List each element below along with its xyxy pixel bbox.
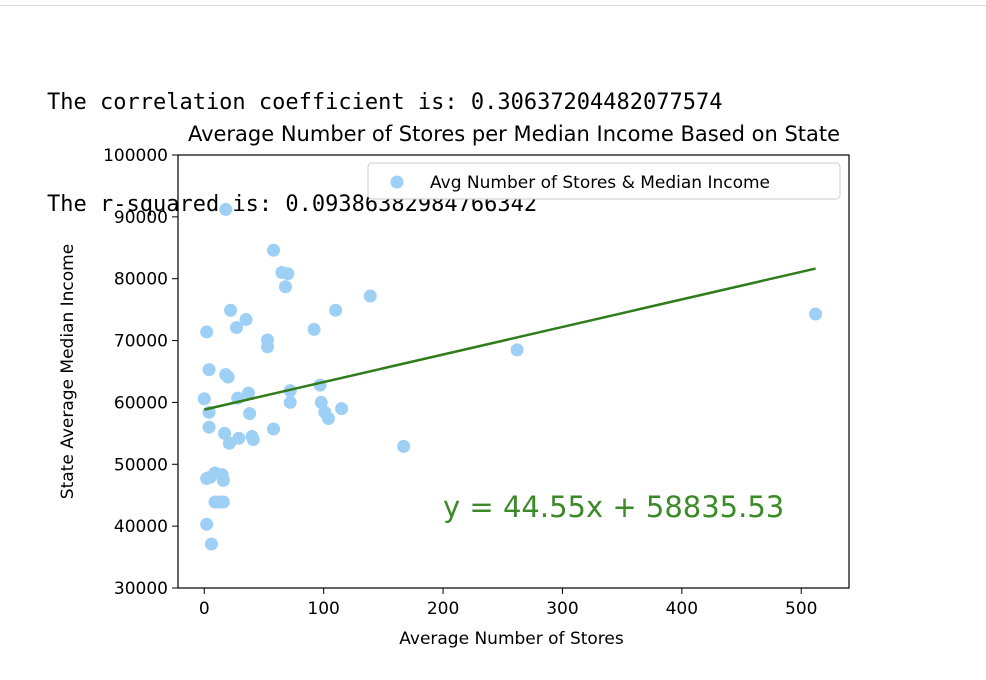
chart-title: Average Number of Stores per Median Inco… xyxy=(188,122,840,146)
regression-equation-label: y = 44.55x + 58835.53 xyxy=(443,490,784,524)
scatter-point xyxy=(222,436,236,450)
scatter-point xyxy=(216,495,230,509)
scatter-point xyxy=(216,473,230,487)
y-tick-label: 60000 xyxy=(114,393,168,413)
legend-box xyxy=(367,162,841,200)
y-tick-label: 90000 xyxy=(114,208,168,228)
scatter-point xyxy=(243,407,257,421)
x-tick-label: 500 xyxy=(785,599,817,619)
scatter-point xyxy=(261,340,275,354)
x-axis-label: Average Number of Stores xyxy=(399,629,624,649)
scatter-point xyxy=(283,395,297,409)
scatter-point xyxy=(363,289,377,303)
scatter-point xyxy=(809,307,823,321)
scatter-point xyxy=(204,537,218,551)
y-tick-label: 80000 xyxy=(114,270,168,290)
x-tick-label: 100 xyxy=(307,599,339,619)
scatter-point xyxy=(200,517,214,531)
y-axis-label: State Average Median Income xyxy=(58,244,78,499)
scatter-point xyxy=(307,322,321,336)
cell-top-border xyxy=(0,0,986,6)
scatter-point xyxy=(202,363,216,377)
scatter-point xyxy=(281,267,295,281)
scatter-point xyxy=(202,420,216,434)
scatter-point xyxy=(203,470,217,484)
scatter-point xyxy=(267,422,281,436)
y-tick-label: 30000 xyxy=(114,579,168,599)
scatter-point xyxy=(230,321,244,335)
scatter-point xyxy=(200,325,214,339)
plot-area: 0 100 200 300 400 500 30000 40000 50000 60000 7000… xyxy=(103,146,850,619)
plot-frame xyxy=(177,154,850,589)
scatter-point xyxy=(329,303,343,317)
x-tick-label: 400 xyxy=(666,599,698,619)
x-tick-label: 200 xyxy=(427,599,459,619)
scatter-point xyxy=(321,412,335,426)
regression-line xyxy=(203,267,816,411)
scatter-point xyxy=(224,303,238,317)
x-tick-label: 0 xyxy=(199,599,210,619)
scatter-point xyxy=(218,426,232,440)
y-tick-label: 40000 xyxy=(114,517,168,537)
scatter-point xyxy=(197,392,211,406)
x-tick-label: 300 xyxy=(546,599,578,619)
correlation-output-line: The correlation coefficient is: 0.306372… xyxy=(47,90,723,115)
scatter-point xyxy=(314,395,328,409)
scatter-point xyxy=(241,386,255,400)
scatter-point xyxy=(246,433,260,447)
scatter-point xyxy=(267,243,281,257)
scatter-point xyxy=(221,370,235,384)
scatter-point xyxy=(232,431,246,445)
y-tick-label: 50000 xyxy=(114,455,168,475)
scatter-point xyxy=(278,280,292,294)
scatter-point xyxy=(219,202,233,216)
y-tick-label: 70000 xyxy=(114,332,168,352)
scatter-point xyxy=(335,402,349,416)
scatter-point xyxy=(239,313,253,327)
legend-entry-label: Avg Number of Stores & Median Income xyxy=(430,173,770,193)
scatter-point xyxy=(397,439,411,453)
scatter-chart: Average Number of Stores per Median Inco… xyxy=(58,122,850,649)
y-tick-label: 100000 xyxy=(103,146,168,166)
legend-marker xyxy=(390,175,404,189)
scatter-point xyxy=(510,343,524,357)
